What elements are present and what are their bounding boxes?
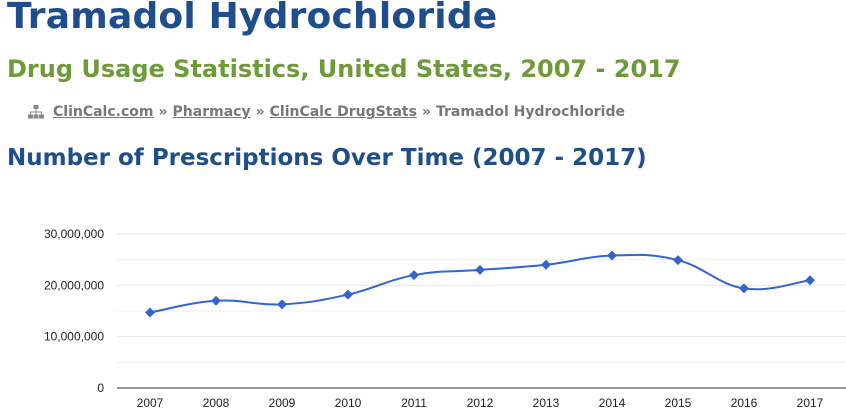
x-tick-label: 2013 [533,396,560,410]
x-tick-label: 2014 [599,396,626,410]
breadcrumb-link-clincalc[interactable]: ClinCalc.com [53,104,154,120]
x-tick-label: 2010 [335,396,362,410]
sitemap-icon [28,105,44,119]
drug-title: Tramadol Hydrochloride [7,0,498,37]
data-point-2007[interactable] [145,307,155,318]
x-tick-label: 2016 [731,396,758,410]
x-tick-label: 2012 [467,396,494,410]
y-tick-label: 10,000,000 [44,330,104,344]
data-point-2015[interactable] [673,255,683,266]
drug-subtitle: Drug Usage Statistics, United States, 20… [7,55,681,83]
section-title: Number of Prescriptions Over Time (2007 … [7,145,647,171]
y-tick-label: 0 [97,381,104,395]
data-point-2008[interactable] [211,295,221,306]
breadcrumb-link-drugstats[interactable]: ClinCalc DrugStats [269,104,417,120]
x-tick-label: 2015 [665,396,692,410]
series-line [149,253,811,314]
data-point-2017[interactable] [805,275,815,286]
x-tick-label: 2017 [797,396,824,410]
y-tick-label: 30,000,000 [44,227,104,241]
data-point-2014[interactable] [607,250,617,261]
data-point-2011[interactable] [409,270,419,281]
data-point-2010[interactable] [343,289,353,300]
x-tick-label: 2008 [203,396,230,410]
breadcrumb-current: Tramadol Hydrochloride [435,104,625,120]
prescriptions-line-chart: 0 10,000,000 20,000,000 30,000,000 2007 2008 2… [44,227,846,410]
breadcrumb-separator: » [255,104,265,120]
x-tick-label: 2009 [269,396,296,410]
data-point-2009[interactable] [277,299,287,310]
breadcrumb: ClinCalc.com » Pharmacy » ClinCalc DrugS… [28,104,625,120]
x-tick-label: 2007 [137,396,164,410]
breadcrumb-separator: » [421,104,431,120]
breadcrumb-link-pharmacy[interactable]: Pharmacy [172,104,251,120]
y-tick-label: 20,000,000 [44,278,104,292]
data-point-2013[interactable] [541,259,551,270]
prescriptions-chart: 0 10,000,000 20,000,000 30,000,000 2007 2008 2… [0,214,846,414]
data-point-2016[interactable] [739,283,749,294]
data-point-2012[interactable] [475,264,485,275]
breadcrumb-separator: » [158,104,168,120]
x-tick-label: 2011 [401,396,427,410]
